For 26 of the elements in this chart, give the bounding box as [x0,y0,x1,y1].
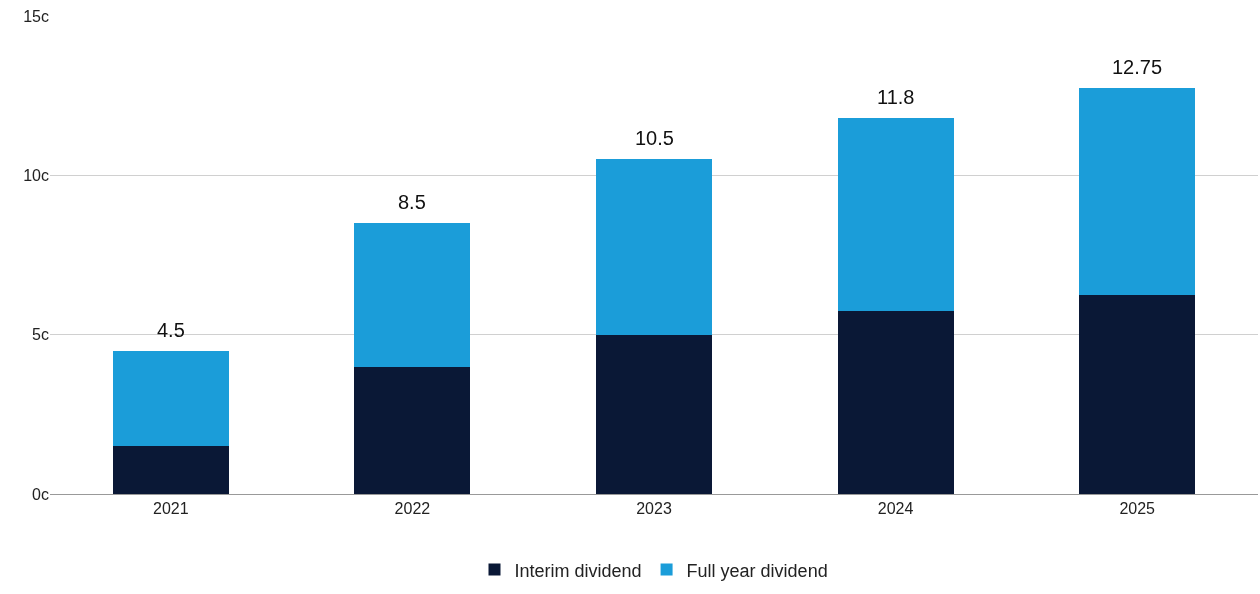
bar [1079,294,1196,494]
total-label: 12.75 [1112,56,1163,78]
x-tick-label: 2021 [153,500,189,518]
bar [112,446,229,494]
x-tick-label: 2023 [636,500,672,518]
x-tick-label: 2025 [1119,500,1156,518]
bar [354,223,471,367]
x-tick-label: 2022 [394,500,431,518]
bar [837,117,954,311]
legend-label: Full year dividend [686,560,828,581]
y-tick-label: 0c [32,485,49,503]
bar [596,159,712,335]
bar [596,334,712,494]
y-tick-label: 5c [32,326,49,344]
y-tick-label: 10c [23,166,49,184]
bar [1079,87,1196,295]
bar [354,366,471,494]
legend-label: Interim dividend [514,560,642,581]
total-label: 11.8 [877,86,915,108]
total-label: 4.5 [157,319,185,341]
total-label: 10.5 [635,127,674,149]
x-tick-label: 2024 [877,500,914,518]
total-label: 8.5 [398,191,426,213]
y-tick-label: 15c [23,7,49,25]
bar [837,310,954,494]
bar [112,350,229,447]
